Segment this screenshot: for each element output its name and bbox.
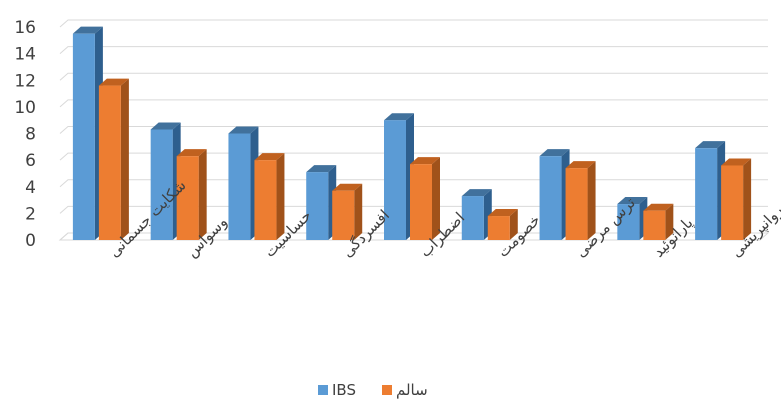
bar-ibs — [539, 149, 570, 240]
legend-swatch — [318, 385, 328, 395]
y-tick-label: 6 — [25, 151, 36, 171]
bar-healthy — [721, 158, 752, 240]
y-tick-label: 4 — [25, 178, 36, 198]
y-tick-label: 10 — [14, 98, 36, 118]
gridline — [59, 72, 768, 81]
legend-label: IBS — [332, 381, 356, 399]
bar-healthy — [565, 161, 596, 240]
y-tick-label: 0 — [25, 231, 36, 251]
y-tick-label: 16 — [14, 18, 36, 38]
gridlines — [58, 19, 770, 241]
legend-swatch — [382, 385, 392, 395]
bar-healthy — [176, 149, 207, 240]
gridline — [59, 205, 768, 214]
legend-entry: IBS — [318, 381, 356, 399]
bar-healthy — [410, 157, 440, 240]
y-tick-label: 12 — [14, 71, 36, 91]
bar-healthy — [643, 203, 674, 240]
legend-entry: سالم — [382, 381, 428, 399]
bar-healthy — [332, 183, 363, 240]
y-tick-label: 2 — [25, 204, 36, 224]
gridline — [59, 179, 768, 188]
bar-ibs — [72, 26, 103, 240]
bar-healthy — [254, 153, 285, 240]
y-tick-label: 14 — [14, 45, 36, 65]
y-axis-ticks: 0 2 4 6 8 10 12 14 16 — [14, 18, 36, 251]
bar-ibs — [228, 126, 259, 240]
chart-floor — [58, 232, 770, 241]
bar-ibs — [461, 189, 492, 240]
bar-ibs — [306, 165, 337, 240]
gridline — [59, 19, 768, 28]
bar-healthy — [487, 209, 518, 240]
gridline — [59, 152, 768, 161]
legend-label: سالم — [396, 381, 428, 399]
bar-ibs — [695, 141, 726, 240]
y-tick-label: 8 — [25, 125, 36, 145]
bar-healthy — [98, 78, 129, 240]
gridline — [59, 46, 768, 55]
bars — [72, 26, 752, 240]
gridline — [59, 99, 768, 108]
gridline — [59, 126, 768, 134]
legend: IBS سالم — [318, 381, 428, 399]
